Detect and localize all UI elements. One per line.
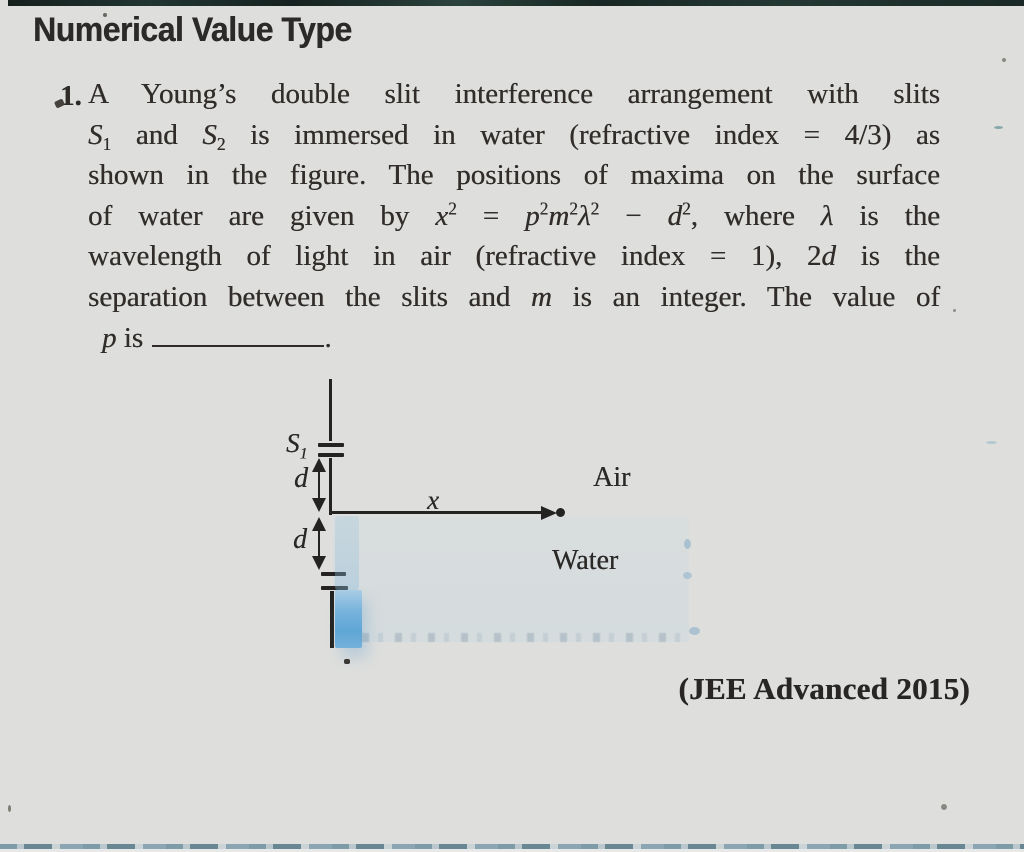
text-segment: m	[530, 280, 552, 313]
text-segment: is	[116, 321, 151, 354]
answer-blank	[152, 318, 325, 347]
slit1-gap-tick-top	[318, 443, 344, 447]
slit2-gap-tick-top	[321, 572, 346, 576]
text-segment: p	[525, 199, 540, 232]
text-segment: 2	[682, 198, 691, 219]
slit2-gap-tick-bottom	[321, 586, 348, 590]
problem-line: separation between the slits and m is an…	[88, 277, 940, 318]
d-upper-label: d	[294, 463, 308, 494]
problem-number: 1.	[60, 80, 82, 112]
problem-line: shown in the figure. The positions of ma…	[88, 155, 940, 196]
text-segment: , where	[690, 199, 821, 232]
d-lower-label: d	[293, 524, 307, 555]
problem-line: S1 and S2 is immersed in water (refracti…	[88, 115, 940, 156]
water-stain-faint	[335, 516, 359, 590]
text-segment: S	[88, 118, 103, 151]
slit1-gap-tick-bottom	[318, 453, 344, 457]
problem-line: of water are given by x2 = p2m2λ2 − d2, …	[88, 196, 940, 237]
text-segment: p	[102, 321, 117, 354]
air-label: Air	[593, 462, 631, 493]
scan-top-edge	[8, 0, 1024, 6]
water-stain	[335, 590, 362, 648]
text-segment: is the	[835, 240, 940, 273]
scan-speck	[683, 572, 692, 579]
text-segment: 2	[216, 133, 226, 154]
text-segment: d	[667, 199, 683, 232]
text-segment: d	[821, 240, 836, 273]
x-label: x	[427, 485, 439, 515]
slit-barrier-middle-line	[329, 458, 332, 515]
problem-line: p is .	[88, 318, 940, 359]
text-segment: 2	[448, 198, 457, 219]
text-segment: of water are given by	[88, 199, 436, 232]
water-label: Water	[552, 545, 619, 576]
text-segment: is the	[833, 199, 941, 232]
scan-bottom-edge	[0, 844, 1024, 849]
attribution: (JEE Advanced 2015)	[678, 671, 970, 706]
text-segment: 2	[569, 198, 578, 219]
scan-speck	[986, 441, 997, 444]
text-segment: λ	[820, 199, 834, 232]
scan-speck	[684, 539, 691, 549]
x-arrowhead-icon	[541, 505, 557, 520]
text-segment: wavelength of light in air (refractive i…	[88, 240, 822, 273]
scan-speck	[344, 659, 350, 664]
slit-barrier-lower-line	[330, 591, 334, 648]
text-segment: .	[324, 321, 332, 354]
slit1-label-sub: 1	[299, 444, 308, 463]
text-segment: is an integer. The value of	[551, 280, 940, 313]
scan-speck	[103, 13, 107, 17]
text-segment: −	[599, 199, 668, 232]
water-region-tint	[333, 516, 689, 642]
scan-noise-line	[362, 633, 692, 642]
slit-barrier-upper-line	[329, 379, 332, 441]
scan-speck	[953, 309, 956, 312]
text-segment: separation between the slits and	[88, 280, 531, 313]
x-point-dot	[556, 508, 565, 517]
text-segment: 1	[102, 133, 112, 154]
scan-bottom-margin	[0, 849, 1024, 852]
slit1-label-base: S	[286, 428, 300, 458]
text-segment: A Young’s double slit interference arran…	[88, 78, 940, 110]
text-segment: x	[435, 199, 449, 232]
section-heading: Numerical Value Type	[33, 11, 352, 49]
scan-speck	[8, 805, 11, 812]
text-segment: and	[111, 118, 203, 151]
water-surface-line	[331, 511, 543, 514]
text-segment: is immersed in water (refractive index =…	[225, 118, 941, 151]
scan-speck	[1002, 58, 1006, 62]
slit1-label: S1	[286, 428, 308, 463]
scan-speck	[994, 126, 1003, 129]
text-segment: 2	[539, 198, 549, 219]
text-segment: shown in the figure. The positions of ma…	[88, 159, 940, 192]
scan-speck	[941, 804, 947, 810]
text-segment: λ	[577, 199, 591, 232]
text-segment: =	[456, 199, 526, 232]
text-segment: m	[548, 199, 570, 232]
problem-text: A Young’s double slit interference arran…	[88, 74, 940, 358]
problem-line: A Young’s double slit interference arran…	[88, 74, 940, 115]
scan-speck	[689, 627, 700, 635]
text-segment: 2	[590, 198, 600, 219]
text-segment: S	[202, 118, 217, 151]
problem-line: wavelength of light in air (refractive i…	[88, 236, 940, 277]
